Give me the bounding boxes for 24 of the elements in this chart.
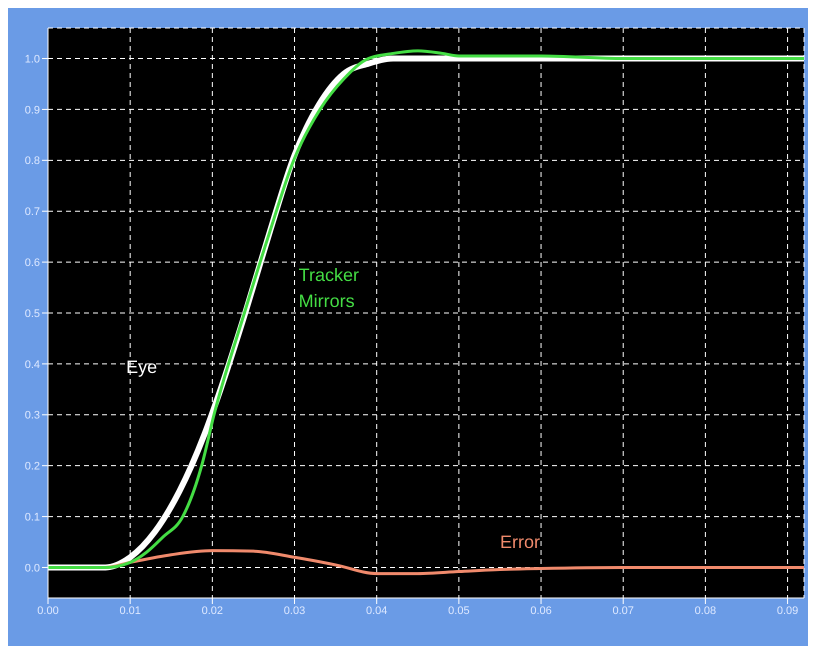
- y-tick-label: 0.9: [24, 104, 40, 116]
- y-tick-label: 0.4: [24, 358, 40, 371]
- y-tick-label: 0.8: [24, 155, 40, 168]
- x-tick-label: 0.06: [530, 604, 552, 617]
- x-tick-label: 0.04: [366, 604, 388, 617]
- y-tick-label: 0.6: [24, 257, 40, 270]
- x-tick-label: 0.02: [202, 604, 224, 617]
- series-label: Error: [500, 531, 540, 554]
- x-tick-label: 0.09: [776, 604, 798, 617]
- y-tick-label: 0.2: [24, 460, 40, 473]
- y-tick-label: 0.1: [24, 511, 40, 524]
- x-tick-label: 0.00: [37, 604, 59, 617]
- x-tick-label: 0.08: [694, 604, 716, 617]
- x-tick-label: 0.07: [612, 604, 634, 617]
- text: Eye: [126, 356, 158, 379]
- x-tick-label: 0.05: [448, 604, 470, 617]
- y-tick-label: 0.5: [24, 308, 40, 320]
- y-tick-label: 0.7: [24, 206, 40, 218]
- x-tick-label: 0.01: [119, 604, 141, 617]
- y-tick-label: 1.0: [24, 53, 40, 66]
- y-tick-label: 0.0: [24, 562, 40, 574]
- x-tick-label: 0.03: [284, 604, 306, 617]
- y-tick-label: 0.3: [24, 410, 40, 422]
- text: Tracker Mirrors: [298, 264, 360, 314]
